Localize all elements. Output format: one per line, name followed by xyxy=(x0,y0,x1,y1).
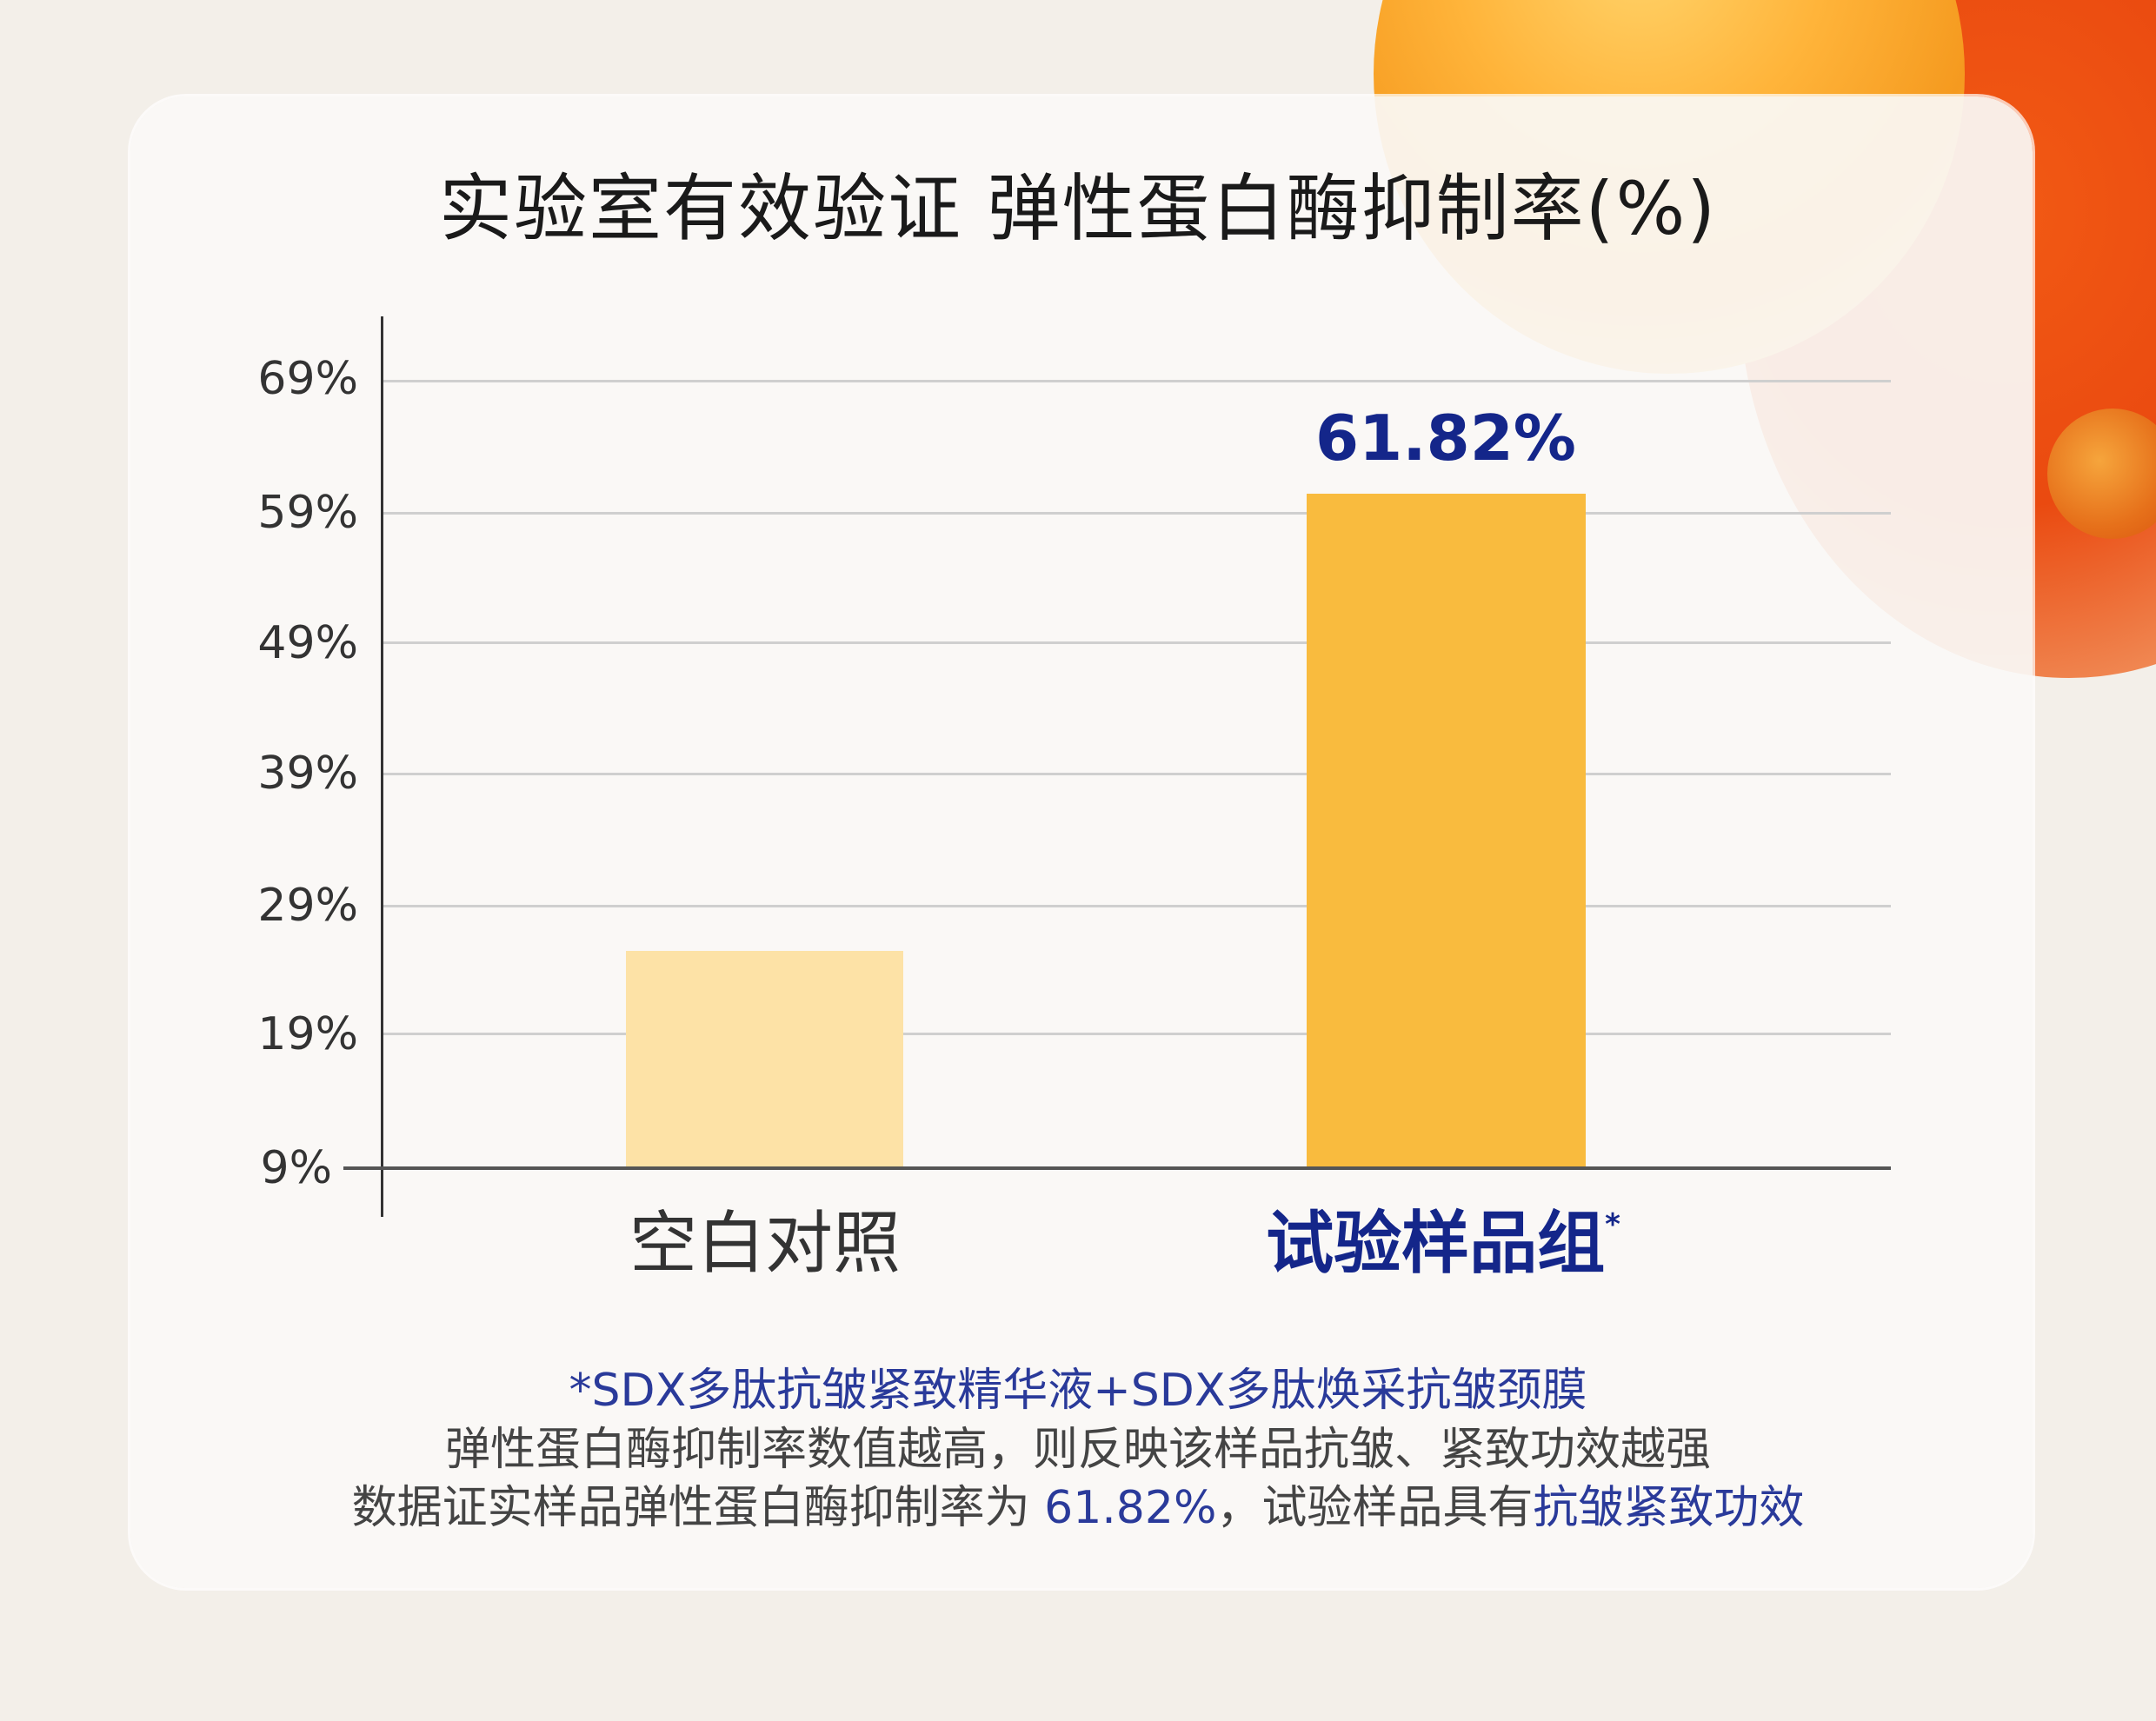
chart-card xyxy=(130,96,2033,1588)
y-tick-label: 59% xyxy=(257,487,358,539)
gridline-39 xyxy=(383,773,1891,775)
conclusion-text: ，试验样品具有 xyxy=(1216,1482,1534,1534)
x-label-sample: 试验样品组* xyxy=(1217,1210,1669,1278)
y-tick-label: 69% xyxy=(257,353,358,405)
x-label-control: 空白对照 xyxy=(548,1210,982,1278)
bar-sample xyxy=(1307,494,1586,1168)
y-tick-label: 49% xyxy=(257,617,358,669)
conclusion-text: 数据证实样品弹性蛋白酶抑制率为 xyxy=(351,1482,1045,1534)
gridline-69 xyxy=(383,380,1891,382)
footnote-explanation: 弹性蛋白酶抑制率数值越高，则反映该样品抗皱、紧致功效越强 xyxy=(444,1424,1711,1476)
footnote-conclusion: 数据证实样品弹性蛋白酶抑制率为 61.82%，试验样品具有抗皱紧致功效 xyxy=(0,1485,2156,1531)
footnote-product: *SDX多肽抗皱紧致精华液+SDX多肽焕采抗皱颈膜 xyxy=(569,1365,1587,1417)
y-tick-label: 29% xyxy=(257,880,358,932)
chart-title: 实验室有效验证 弹性蛋白酶抑制率(%) xyxy=(438,166,1718,251)
small-droplet-decoration xyxy=(2047,409,2156,539)
x-label-text: 试验样品组 xyxy=(1266,1205,1606,1283)
bar-value-label: 61.82% xyxy=(1315,402,1576,475)
x-label-text: 空白对照 xyxy=(629,1205,901,1283)
gridline-19 xyxy=(383,1033,1891,1035)
y-tick-label: 39% xyxy=(257,748,358,800)
x-axis xyxy=(343,1166,1891,1170)
y-tick-label: 9% xyxy=(260,1142,333,1194)
conclusion-highlight: 抗皱紧致功效 xyxy=(1533,1482,1805,1534)
bar-control xyxy=(626,951,903,1168)
gridline-29 xyxy=(383,905,1891,907)
footnote-marker: * xyxy=(1605,1207,1620,1242)
conclusion-value: 61.82% xyxy=(1044,1482,1217,1534)
gridline-49 xyxy=(383,641,1891,644)
gridline-59 xyxy=(383,512,1891,515)
y-tick-label: 19% xyxy=(257,1008,358,1060)
y-axis xyxy=(381,316,383,1217)
